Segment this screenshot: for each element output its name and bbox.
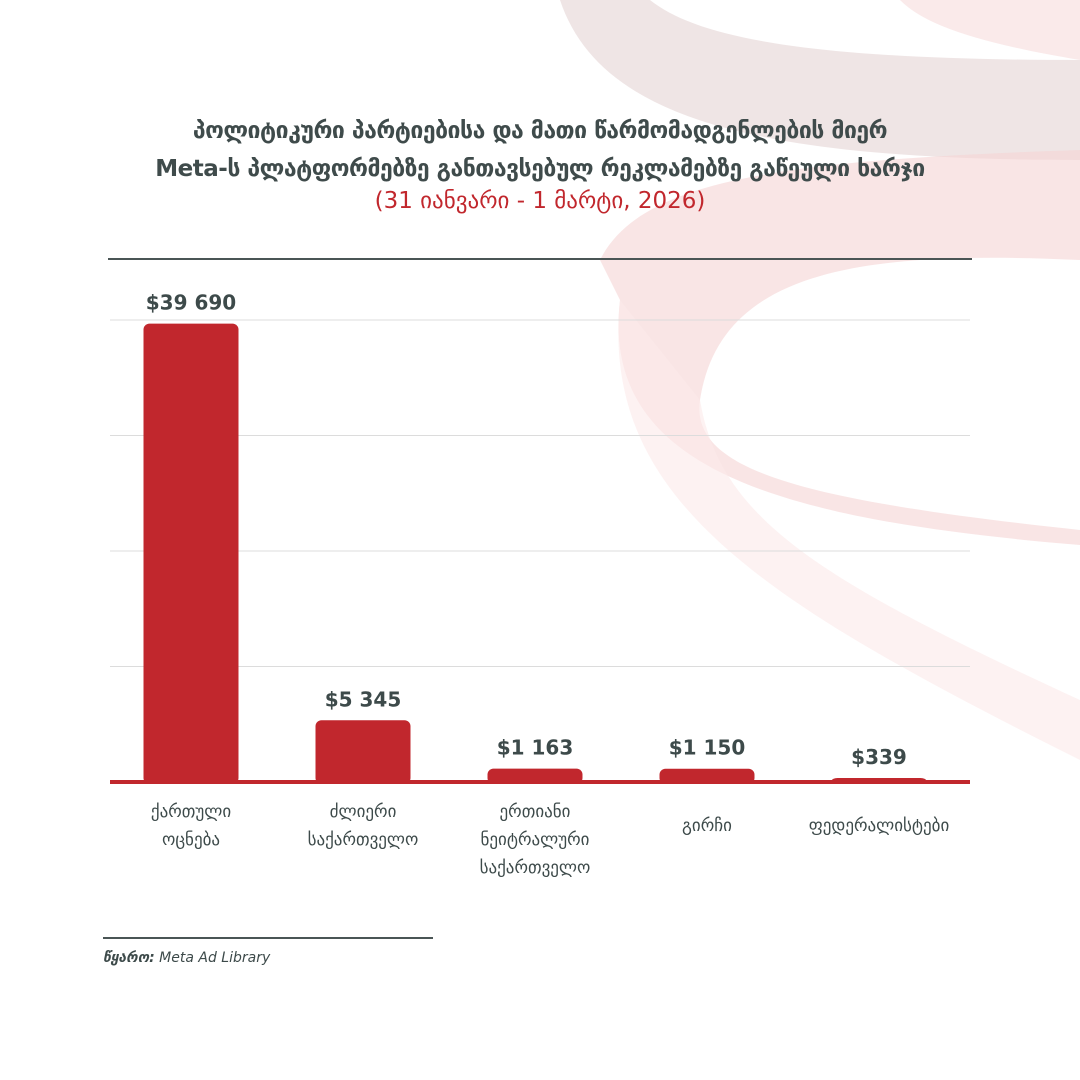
x-tick-label-line: ოცნება: [161, 830, 221, 850]
chart-title-line2: Meta-ს პლატფორმებზე განთავსებულ რეკლამებ…: [155, 156, 925, 182]
x-tick-label-line: ერთიანი: [499, 802, 571, 822]
x-tick-label: ძლიერი საქართველო: [278, 798, 448, 854]
x-tick-label-line: ქართული: [150, 802, 232, 822]
source-text: Meta Ad Library: [159, 950, 271, 966]
chart-title: პოლიტიკური პარტიებისა და მათი წარმომადგე…: [0, 112, 1080, 188]
x-tick-label: ქართული ოცნება: [106, 798, 276, 854]
source-divider: [103, 937, 433, 939]
data-label: $5 345: [325, 687, 402, 711]
x-tick-label: ფედერალისტები: [794, 812, 964, 840]
bar: [143, 323, 239, 784]
data-label: $339: [851, 745, 907, 769]
source-note: წყარო: Meta Ad Library: [103, 950, 270, 966]
chart-title-line1: პოლიტიკური პარტიებისა და მათი წარმომადგე…: [192, 118, 888, 144]
x-tick-label-line: საქართველო: [479, 858, 591, 878]
source-label: წყარო:: [103, 950, 155, 966]
data-label: $1 150: [669, 736, 746, 760]
x-tick-label-line: ფედერალისტები: [808, 816, 950, 836]
data-label: $1 163: [497, 736, 574, 760]
x-tick-label: ერთიანი ნეიტრალური საქართველო: [450, 798, 620, 882]
x-tick-label-line: საქართველო: [307, 830, 419, 850]
x-tick-label-line: გირჩი: [682, 816, 732, 836]
x-tick-label: გირჩი: [622, 812, 792, 840]
data-label: $39 690: [146, 291, 236, 315]
x-tick-label-line: ნეიტრალური: [480, 830, 590, 850]
bar: [315, 720, 411, 784]
x-tick-label-line: ძლიერი: [329, 802, 397, 822]
chart-subtitle: (31 იანვარი - 1 მარტი, 2026): [374, 188, 706, 214]
